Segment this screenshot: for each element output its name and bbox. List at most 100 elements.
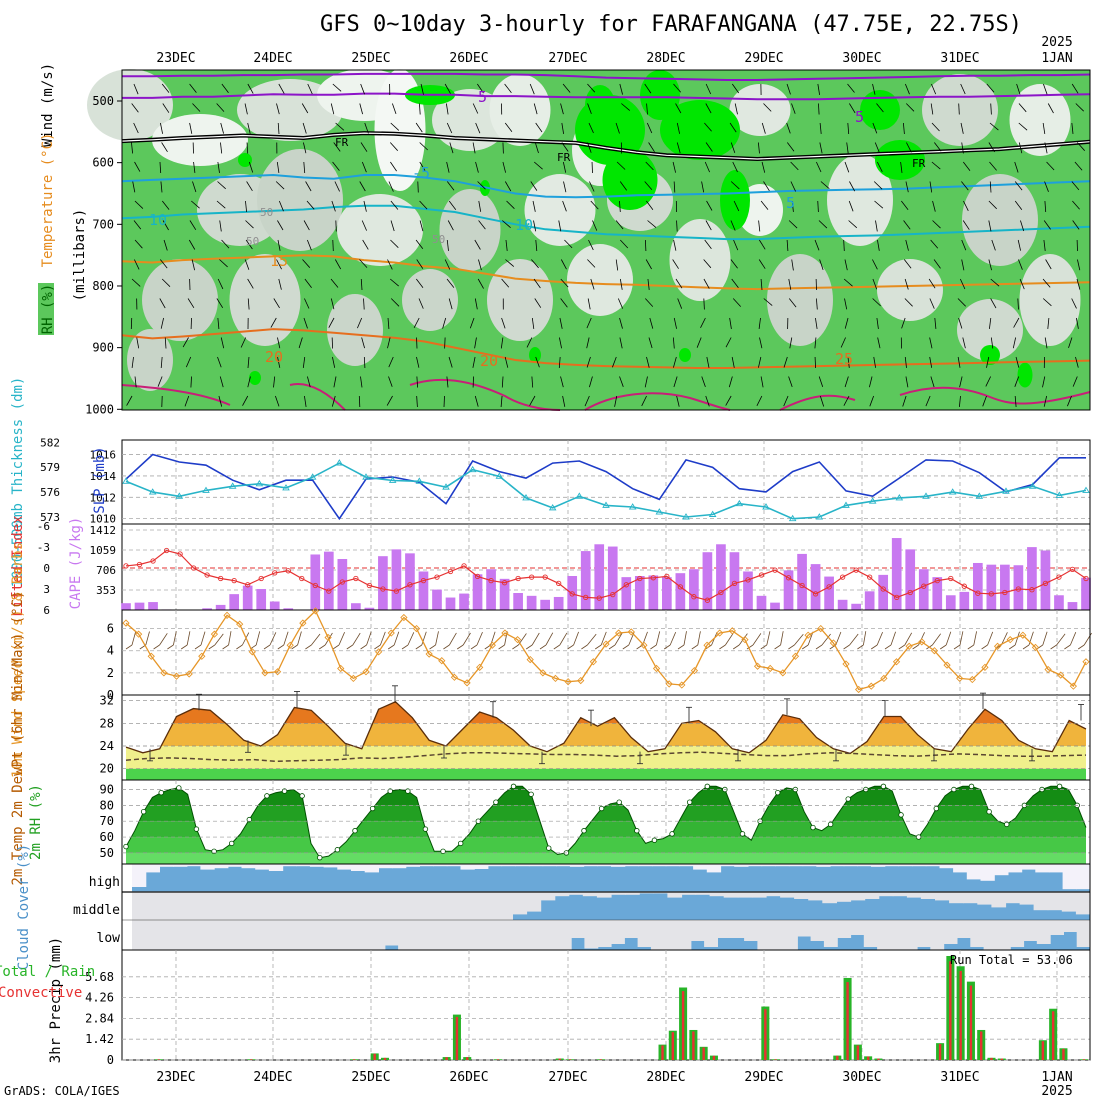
upper-wind-barb (876, 103, 884, 113)
rh-point (898, 812, 904, 818)
cloud-gap-middle (878, 892, 894, 897)
rh-point (739, 831, 746, 837)
contour-label: 15 (270, 252, 288, 270)
cape-bar (432, 589, 442, 610)
surface-wind-barb-flag (939, 644, 947, 650)
cloud-gap-middle (174, 892, 189, 920)
upper-wind-barb (533, 278, 541, 289)
precip-conv-bar (949, 961, 952, 1060)
upper-wind-barb (617, 298, 624, 309)
upper-wind-barb (530, 181, 538, 191)
upper-wind-barb (1042, 122, 1046, 134)
upper-wind-barb (387, 259, 393, 270)
upper-wind-barb (246, 181, 253, 192)
surface-wind-barb-flag (415, 644, 423, 650)
thickness-axis-label: 1000-500mb Thickness (dm) (10, 377, 26, 588)
cape-bar (553, 596, 564, 610)
surface-wind-barb-flag (277, 644, 285, 650)
wind-speed-point (463, 679, 471, 687)
cape-bar (1013, 565, 1024, 610)
upper-wind-barb (560, 298, 568, 308)
cloud-gap-middle (822, 892, 837, 904)
surface-wind-barb (1070, 631, 1077, 646)
slp-tick-label: 1010 (90, 513, 117, 526)
surface-wind-barb-flag (663, 644, 671, 650)
li-point (177, 551, 183, 557)
upper-wind-barb (648, 337, 653, 349)
cloud-gap-high (132, 864, 147, 887)
upper-wind-barb (783, 395, 789, 407)
wind-speed-point (956, 674, 964, 683)
thickness-point (175, 492, 184, 499)
rh-moist-patch-27 (962, 174, 1038, 266)
upper-wind-barb (990, 298, 997, 309)
upper-wind-barb (278, 200, 284, 212)
precip-conv-bar (157, 1059, 161, 1060)
upper-wind-barb (1072, 220, 1080, 230)
li-point (839, 574, 846, 580)
upper-wind-barb (844, 298, 848, 310)
surface-wind-barb-flag (788, 644, 795, 650)
li-tick-label: -3 (37, 541, 50, 554)
isotherm-line-inner-2 (121, 132, 1091, 160)
li-tick-label: -6 (37, 520, 50, 533)
cloud-gap-middle (850, 892, 866, 901)
surface-wind-barb-flag (1008, 644, 1016, 650)
upper-wind-barb (1043, 239, 1046, 251)
upper-wind-barb (133, 83, 139, 95)
contour-label: 50 (260, 206, 273, 219)
upper-wind-barb (931, 122, 940, 132)
precip-axis-label: 3hr Precip (mm) (48, 937, 64, 1063)
li-point (718, 589, 724, 596)
temperature-axis-label: Temperature (°C) (40, 133, 56, 268)
upper-wind-barb (359, 259, 368, 268)
upper-wind-barb (903, 220, 911, 230)
precip-conv-bar (866, 1056, 870, 1060)
cloud-gap-high (802, 864, 817, 867)
upper-wind-barb (417, 181, 419, 193)
surface-wind-barb (421, 631, 427, 646)
cloud-gap-low (251, 920, 266, 950)
cloud-gap-high (268, 864, 284, 871)
cloud-gap-high (419, 864, 434, 867)
rh-point (827, 821, 834, 828)
li-point (190, 565, 197, 571)
upper-wind-barb (303, 220, 310, 231)
upper-wind-barb (330, 298, 335, 310)
surface-wind-barb (476, 631, 483, 646)
cloud-gap-high (309, 864, 325, 867)
cloud-gap-low (1076, 920, 1091, 947)
upper-wind-barb (133, 220, 142, 230)
upper-wind-barb (901, 317, 906, 329)
cape-bar (783, 570, 794, 610)
thickness-point (815, 513, 824, 520)
upper-wind-barb (562, 395, 566, 407)
precip-conv-bar (1062, 1048, 1065, 1060)
upper-wind-barb (444, 259, 451, 270)
surface-wind-barb-flag (622, 644, 630, 650)
upper-wind-barb (534, 298, 542, 308)
bottom-date-label: 27DEC (548, 1070, 587, 1085)
cape-bar (972, 562, 983, 610)
cloud-gap-low (517, 920, 532, 950)
surface-wind-barb (449, 632, 457, 646)
li-point (339, 579, 345, 585)
cape-bar (905, 549, 916, 610)
upper-air-frame (121, 69, 1091, 411)
upper-wind-barb (390, 161, 397, 172)
surface-wind-barb (1028, 631, 1034, 646)
upper-wind-barb (760, 376, 764, 388)
cloud-gap-low (624, 920, 639, 938)
wind-speed-point (779, 669, 787, 677)
cloud-gap-middle (216, 892, 232, 920)
upper-wind-barb (219, 259, 228, 268)
upper-wind-barb (415, 122, 423, 133)
upper-wind-barb (1014, 200, 1023, 211)
upper-wind-barb (930, 239, 939, 249)
surface-wind-barb (173, 631, 177, 646)
upper-wind-barb (819, 142, 823, 154)
upper-wind-barb (874, 200, 884, 209)
upper-wind-barb (504, 356, 509, 368)
upper-wind-barb (962, 337, 966, 349)
